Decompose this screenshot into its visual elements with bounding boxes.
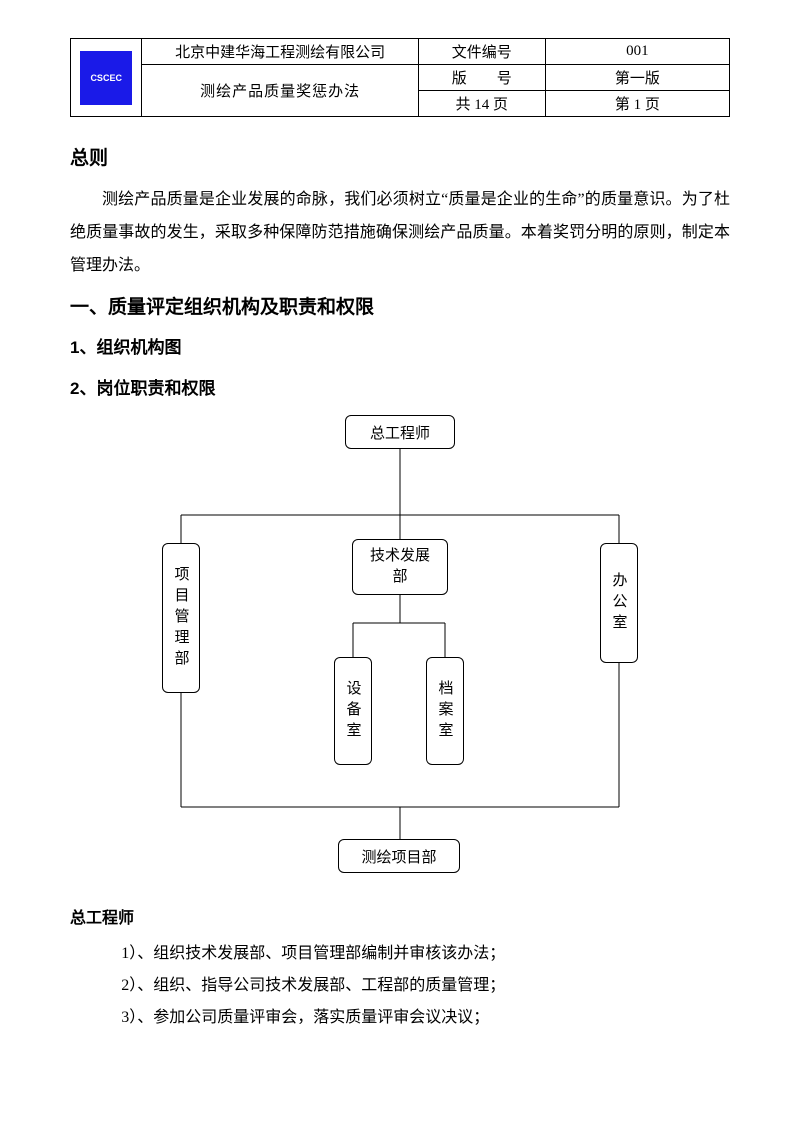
org-node-archive: 档案室 <box>426 657 464 765</box>
fileno-label: 文件编号 <box>418 39 545 65</box>
org-chart-lines <box>120 415 680 880</box>
org-node-equip: 设备室 <box>334 657 372 765</box>
document-header-table: CSCEC 北京中建华海工程测绘有限公司 文件编号 001 测绘产品质量奖惩办法… <box>70 38 730 117</box>
heading-2-org: 1、组织机构图 <box>70 333 730 358</box>
logo-cell: CSCEC <box>71 39 142 117</box>
duty-item: 2）、组织、指导公司技术发展部、工程部的质量管理； <box>121 970 730 1002</box>
company-name: 北京中建华海工程测绘有限公司 <box>142 39 419 65</box>
org-node-office: 办公室 <box>600 543 638 663</box>
version-value: 第一版 <box>545 65 729 91</box>
document-name: 测绘产品质量奖惩办法 <box>142 65 419 117</box>
heading-2-duty: 2、岗位职责和权限 <box>70 374 730 399</box>
org-chart: 总工程师项目管理部 技术发展部 办公室设备室 档案室测绘项目部 <box>120 415 680 880</box>
total-pages-label: 共 14 页 <box>418 91 545 117</box>
version-label: 版 号 <box>418 65 545 91</box>
org-node-tech: 技术发展部 <box>352 539 448 595</box>
fileno-value: 001 <box>545 39 729 65</box>
duty-item: 1）、组织技术发展部、项目管理部编制并审核该办法； <box>121 938 730 970</box>
heading-1: 一、质量评定组织机构及职责和权限 <box>70 292 730 319</box>
company-logo: CSCEC <box>80 51 132 105</box>
chief-engineer-title: 总工程师 <box>70 904 730 928</box>
section-general-title: 总则 <box>70 143 730 170</box>
current-page-value: 第 1 页 <box>545 91 729 117</box>
section-general-paragraph: 测绘产品质量是企业发展的命脉，我们必须树立“质量是企业的生命”的质量意识。为了杜… <box>70 184 730 282</box>
org-node-proj: 项目管理部 <box>162 543 200 693</box>
org-node-survey: 测绘项目部 <box>338 839 460 873</box>
duty-item: 3）、参加公司质量评审会，落实质量评审会议决议； <box>121 1002 730 1034</box>
org-node-chief: 总工程师 <box>345 415 455 449</box>
chief-engineer-duty-list: 1）、组织技术发展部、项目管理部编制并审核该办法； 2）、组织、指导公司技术发展… <box>70 938 730 1034</box>
